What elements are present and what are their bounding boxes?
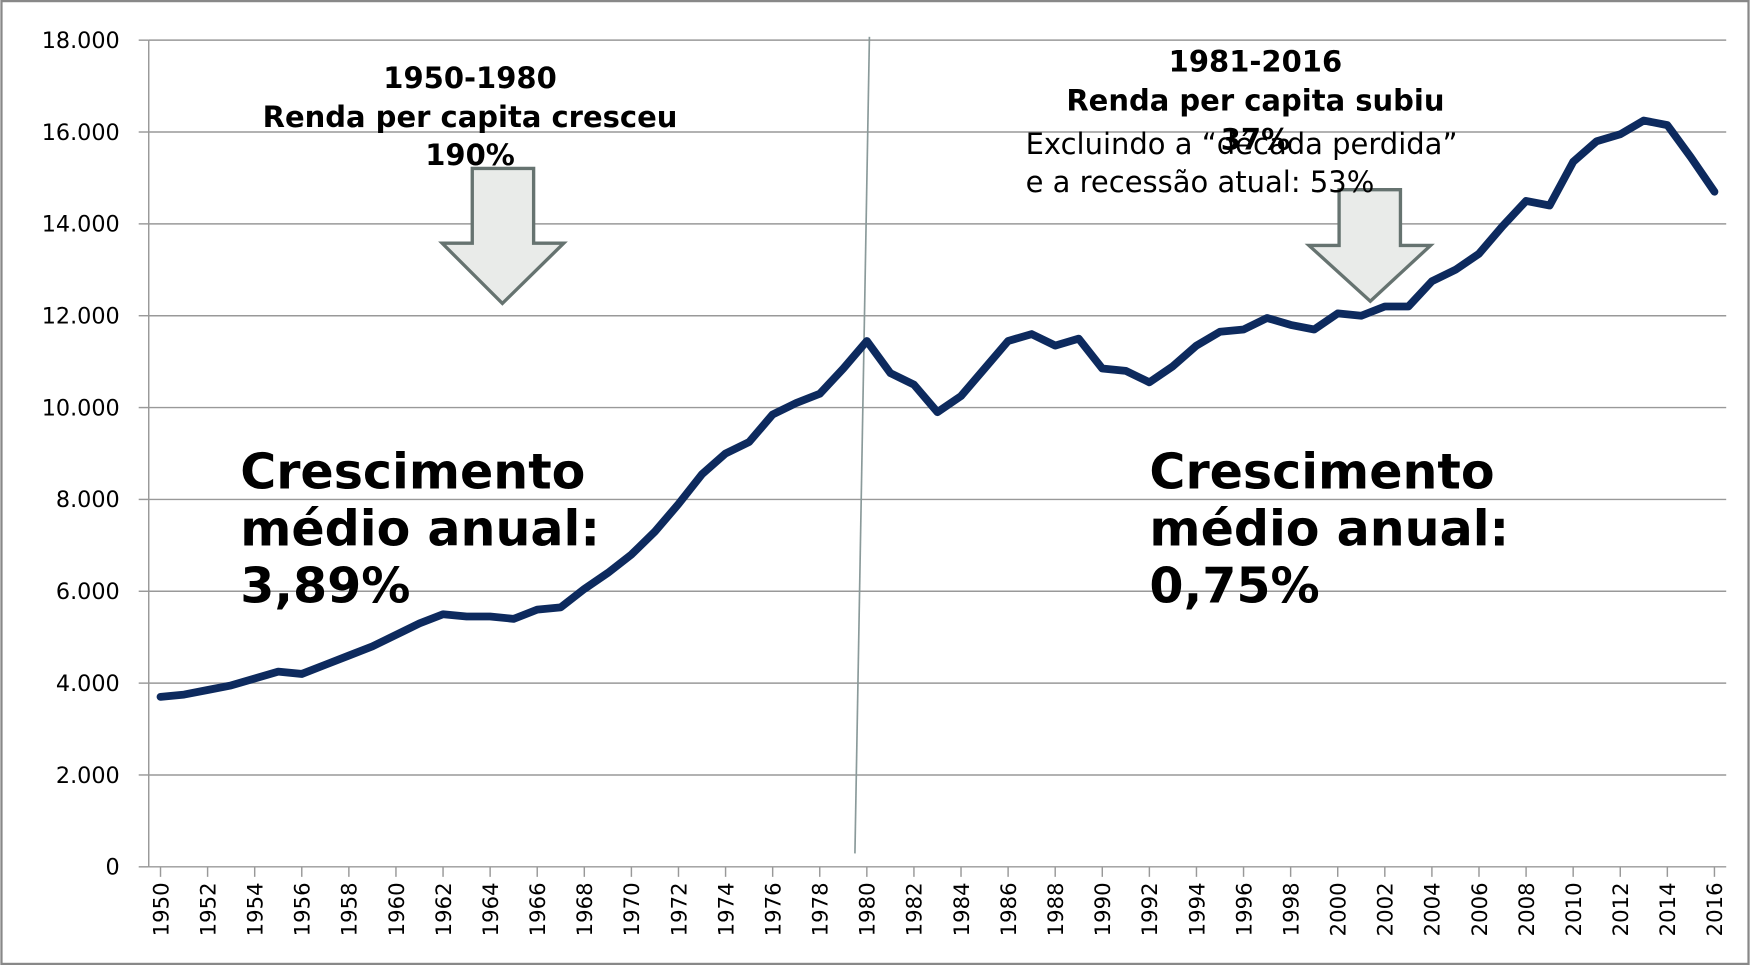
- annotation: Excluindo a “década perdida”: [1026, 127, 1458, 161]
- x-tick-label: 1964: [478, 882, 503, 936]
- annotation: Crescimento: [1149, 443, 1494, 501]
- y-tick-label: 2.000: [56, 763, 120, 789]
- x-tick-label: 1996: [1231, 882, 1256, 936]
- x-tick-label: 1990: [1090, 882, 1115, 936]
- annotation: Renda per capita cresceu: [263, 100, 678, 134]
- y-tick-label: 10.000: [42, 395, 120, 421]
- y-tick-label: 6.000: [56, 579, 120, 605]
- x-tick-label: 1962: [431, 882, 456, 936]
- x-tick-label: 2012: [1608, 882, 1633, 936]
- x-tick-label: 1992: [1137, 882, 1162, 936]
- x-tick-label: 1974: [713, 882, 738, 936]
- annotation: 1981-2016: [1169, 44, 1342, 78]
- x-tick-label: 1984: [949, 882, 974, 936]
- x-tick-label: 2002: [1373, 882, 1398, 936]
- x-tick-label: 1970: [619, 882, 644, 936]
- x-tick-label: 1978: [808, 882, 833, 936]
- x-tick-label: 2016: [1702, 882, 1727, 936]
- y-tick-label: 8.000: [56, 487, 120, 513]
- y-tick-label: 16.000: [42, 120, 120, 146]
- y-tick-label: 0: [106, 855, 120, 881]
- annotation: Renda per capita subiu: [1066, 83, 1444, 117]
- annotation: 37%: [1221, 122, 1290, 156]
- x-tick-label: 1994: [1184, 882, 1209, 936]
- x-tick-label: 1998: [1278, 882, 1303, 936]
- x-tick-label: 1986: [996, 882, 1021, 936]
- x-tick-label: 1968: [572, 882, 597, 936]
- x-tick-label: 1952: [195, 882, 220, 936]
- arrow: [438, 166, 568, 306]
- annotation: 1950-1980: [383, 61, 556, 95]
- annotation: médio anual:: [1149, 500, 1509, 558]
- annotation: 0,75%: [1149, 556, 1319, 614]
- x-tick-label: 2008: [1514, 882, 1539, 936]
- annotation: e a recessão atual: 53%: [1026, 165, 1375, 199]
- x-tick-label: 2000: [1326, 882, 1351, 936]
- annotation: médio anual:: [240, 500, 600, 558]
- x-tick-label: 1972: [666, 882, 691, 936]
- data-line: [156, 116, 1719, 701]
- x-tick-label: 1988: [1043, 882, 1068, 936]
- arrow: [1304, 187, 1435, 304]
- annotation: 190%: [425, 138, 515, 172]
- x-tick-label: 2004: [1420, 882, 1445, 936]
- x-tick-label: 1950: [148, 882, 173, 936]
- x-tick-label: 1954: [242, 882, 267, 936]
- y-tick-label: 12.000: [42, 304, 120, 330]
- y-tick-label: 18.000: [42, 28, 120, 54]
- x-tick-label: 1958: [337, 882, 362, 936]
- y-tick-label: 4.000: [56, 671, 120, 697]
- x-tick-label: 2006: [1467, 882, 1492, 936]
- grid: [138, 39, 1727, 877]
- x-tick-label: 2014: [1655, 882, 1680, 936]
- x-tick-label: 2010: [1561, 882, 1586, 936]
- x-tick-label: 1960: [384, 882, 409, 936]
- y-tick-label: 14.000: [42, 212, 120, 238]
- annotation: 3,89%: [240, 556, 410, 614]
- x-tick-label: 1982: [902, 882, 927, 936]
- x-tick-label: 1956: [290, 882, 315, 936]
- x-tick-label: 1976: [760, 882, 785, 936]
- period-divider: [854, 36, 871, 854]
- annotation: Crescimento: [240, 443, 585, 501]
- x-tick-label: 1966: [525, 882, 550, 936]
- x-tick-label: 1980: [855, 882, 880, 936]
